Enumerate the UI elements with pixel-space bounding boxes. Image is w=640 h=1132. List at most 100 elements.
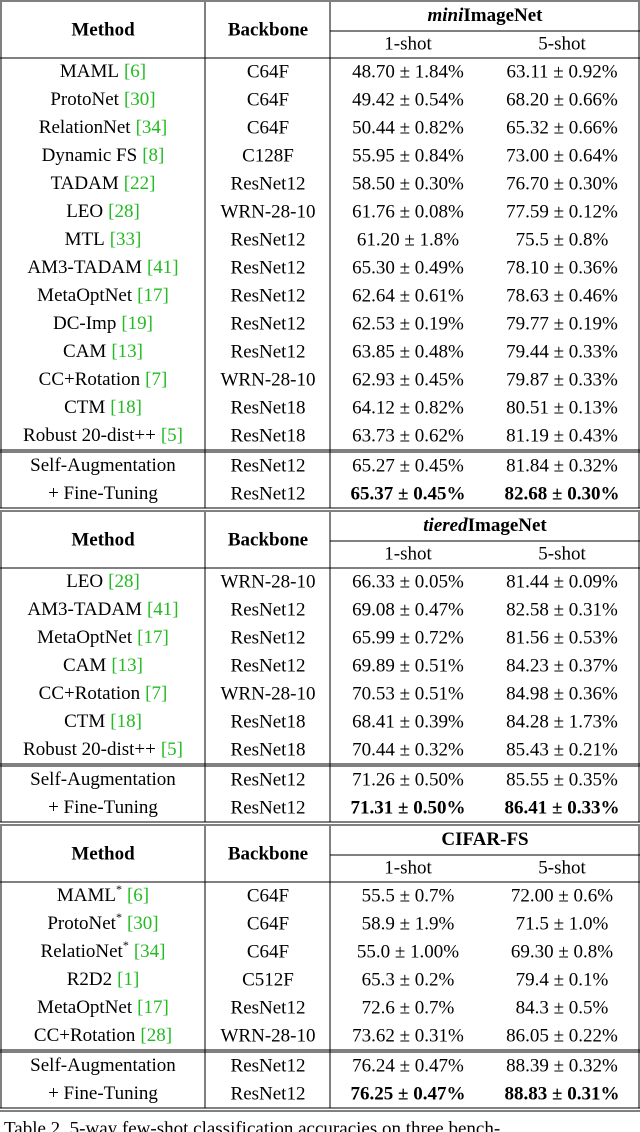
citation: [28] bbox=[140, 1025, 172, 1046]
acc-1shot: 64.12 ± 0.82% bbox=[352, 397, 464, 418]
backbone: C512F bbox=[242, 969, 294, 990]
acc-1shot: 62.53 ± 0.19% bbox=[352, 313, 464, 334]
acc-1shot: 63.73 ± 0.62% bbox=[352, 425, 464, 446]
acc-5shot: 88.83 ± 0.31% bbox=[505, 1083, 620, 1104]
backbone: ResNet12 bbox=[231, 341, 306, 362]
method-name: LEO bbox=[66, 571, 103, 592]
method-name: RelatioNet bbox=[41, 941, 124, 962]
method: Dynamic FS [8] bbox=[42, 145, 165, 166]
citation: [7] bbox=[145, 369, 167, 390]
header-1shot: 1-shot bbox=[384, 543, 432, 564]
header-dataset: CIFAR-FS bbox=[441, 829, 528, 850]
citation: [6] bbox=[127, 885, 149, 906]
acc-5shot: 81.56 ± 0.53% bbox=[506, 627, 618, 648]
backbone: WRN-28-10 bbox=[221, 1025, 316, 1046]
acc-1shot: 65.30 ± 0.49% bbox=[352, 257, 464, 278]
backbone: WRN-28-10 bbox=[221, 683, 316, 704]
method-name: CAM bbox=[63, 655, 106, 676]
acc-5shot: 69.30 ± 0.8% bbox=[511, 941, 613, 962]
acc-1shot: 55.0 ± 1.00% bbox=[357, 941, 459, 962]
acc-5shot: 81.19 ± 0.43% bbox=[506, 425, 618, 446]
acc-1shot: 69.08 ± 0.47% bbox=[352, 599, 464, 620]
backbone: ResNet12 bbox=[231, 173, 306, 194]
backbone: WRN-28-10 bbox=[221, 201, 316, 222]
acc-1shot: 69.89 ± 0.51% bbox=[352, 655, 464, 676]
method-name: Self-Augmentation bbox=[30, 769, 176, 790]
backbone: C64F bbox=[247, 117, 289, 138]
backbone: C64F bbox=[247, 61, 289, 82]
backbone: ResNet12 bbox=[231, 455, 306, 476]
dataset-prefix: tiered bbox=[423, 515, 468, 536]
acc-1shot: 65.37 ± 0.45% bbox=[351, 483, 466, 504]
backbone: ResNet12 bbox=[231, 483, 306, 504]
method: CTM [18] bbox=[64, 711, 142, 732]
method: CAM [13] bbox=[63, 655, 143, 676]
superscript: * bbox=[116, 910, 122, 924]
citation: [41] bbox=[147, 257, 179, 278]
acc-1shot: 63.85 ± 0.48% bbox=[352, 341, 464, 362]
acc-1shot: 65.3 ± 0.2% bbox=[362, 969, 455, 990]
method-name: CC+Rotation bbox=[34, 1025, 136, 1046]
method-name: TADAM bbox=[51, 173, 119, 194]
method-name: CTM bbox=[64, 397, 105, 418]
method: AM3-TADAM [41] bbox=[27, 599, 178, 620]
citation: [18] bbox=[110, 397, 142, 418]
acc-1shot: 55.5 ± 0.7% bbox=[362, 885, 455, 906]
citation: [13] bbox=[111, 655, 143, 676]
citation: [18] bbox=[110, 711, 142, 732]
header-1shot: 1-shot bbox=[384, 33, 432, 54]
method-name: CAM bbox=[63, 341, 106, 362]
method: CAM [13] bbox=[63, 341, 143, 362]
method: Self-Augmentation bbox=[30, 455, 176, 476]
backbone: ResNet12 bbox=[231, 997, 306, 1018]
method: MetaOptNet [17] bbox=[37, 627, 169, 648]
acc-1shot: 50.44 ± 0.82% bbox=[352, 117, 464, 138]
method: CC+Rotation [28] bbox=[34, 1025, 172, 1046]
header-method: Method bbox=[71, 529, 135, 550]
acc-5shot: 76.70 ± 0.30% bbox=[506, 173, 618, 194]
dataset-name: CIFAR-FS bbox=[441, 829, 528, 850]
backbone: ResNet12 bbox=[231, 1083, 306, 1104]
header-dataset: miniImageNet bbox=[427, 5, 543, 26]
header-method: Method bbox=[71, 843, 135, 864]
method: MAML* [6] bbox=[57, 882, 149, 907]
acc-1shot: 76.24 ± 0.47% bbox=[352, 1055, 464, 1076]
method-name: LEO bbox=[66, 201, 103, 222]
acc-5shot: 79.87 ± 0.33% bbox=[506, 369, 618, 390]
acc-1shot: 72.6 ± 0.7% bbox=[362, 997, 455, 1018]
citation: [33] bbox=[110, 229, 142, 250]
header-backbone: Backbone bbox=[228, 529, 308, 550]
acc-1shot: 48.70 ± 1.84% bbox=[352, 61, 464, 82]
citation: [17] bbox=[137, 627, 169, 648]
backbone: ResNet12 bbox=[231, 627, 306, 648]
method-name: ProtoNet bbox=[47, 913, 116, 934]
acc-1shot: 76.25 ± 0.47% bbox=[351, 1083, 466, 1104]
backbone: ResNet12 bbox=[231, 1055, 306, 1076]
citation: [6] bbox=[124, 61, 146, 82]
backbone: ResNet12 bbox=[231, 769, 306, 790]
acc-1shot: 58.50 ± 0.30% bbox=[352, 173, 464, 194]
citation: [17] bbox=[137, 997, 169, 1018]
backbone: ResNet18 bbox=[231, 711, 306, 732]
method: AM3-TADAM [41] bbox=[27, 257, 178, 278]
method: Self-Augmentation bbox=[30, 1055, 176, 1076]
backbone: ResNet12 bbox=[231, 599, 306, 620]
method: TADAM [22] bbox=[51, 173, 156, 194]
backbone: ResNet12 bbox=[231, 229, 306, 250]
backbone: C64F bbox=[247, 885, 289, 906]
method: CTM [18] bbox=[64, 397, 142, 418]
citation: [13] bbox=[111, 341, 143, 362]
method: MetaOptNet [17] bbox=[37, 997, 169, 1018]
backbone: WRN-28-10 bbox=[221, 369, 316, 390]
acc-1shot: 73.62 ± 0.31% bbox=[352, 1025, 464, 1046]
backbone: ResNet12 bbox=[231, 257, 306, 278]
header-5shot: 5-shot bbox=[538, 543, 586, 564]
citation: [1] bbox=[117, 969, 139, 990]
acc-5shot: 82.68 ± 0.30% bbox=[505, 483, 620, 504]
acc-1shot: 71.31 ± 0.50% bbox=[351, 797, 466, 818]
method-name: AM3-TADAM bbox=[27, 599, 142, 620]
backbone: ResNet12 bbox=[231, 285, 306, 306]
citation: [8] bbox=[142, 145, 164, 166]
citation: [30] bbox=[124, 89, 156, 110]
